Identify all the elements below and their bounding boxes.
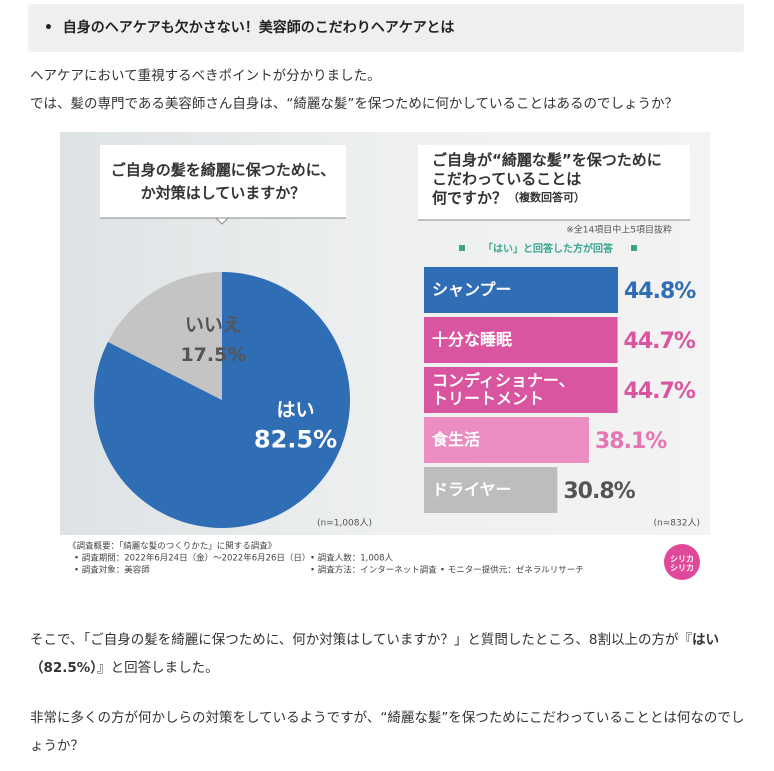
bar-value-label: 44.8% [624, 279, 696, 304]
box-pointer [215, 217, 229, 225]
question-title: ご自身が“綺麗な髪”を保つためにこだわっていることは何ですか？ [432, 151, 662, 207]
bar-category: コンディショナー、トリートメント [432, 371, 575, 408]
pie-label: はい [277, 399, 315, 421]
survey-item: • 調査期間：2022年6月24日（金）～2022年6月26日（日） [74, 553, 310, 564]
bar-value-label: 44.7% [624, 329, 696, 354]
bar [424, 367, 618, 413]
intro-line: では、髪の専門である美容師さん自身は、“綺麗な髪”を保つために何かしていることは… [30, 96, 678, 112]
intro-line: ヘアケアにおいて重視するべきポイントが分かりました。 [30, 68, 381, 84]
heading-text: 自身のヘアケアも欠かさない！美容師のこだわりヘアケアとは [62, 20, 455, 36]
pie-slice [107, 272, 222, 400]
bar [424, 317, 618, 363]
bold-text: はい（82.5%） [30, 632, 719, 676]
pie-value-label: 17.5% [180, 344, 246, 366]
sample-size: (n=1,008人) [317, 518, 372, 529]
intro: ヘアケアにおいて重視するべきポイントが分かりました。 では、髪の専門である美容師… [30, 62, 750, 118]
survey-item: • モニター提供元：ゼネラルリサーチ [440, 565, 584, 576]
annotation: ※全14項目中上5項目抜粋 [566, 224, 672, 236]
logo [664, 544, 700, 580]
legend-text: 「はい」と回答した方が回答 [483, 242, 614, 255]
pie-value-label: 82.5% [254, 425, 337, 453]
legend-swatch [631, 245, 637, 251]
pie-label: いいえ [185, 314, 242, 336]
bar-value-label: 38.1% [595, 429, 667, 454]
bar-value-label: 30.8% [563, 479, 635, 504]
infographic: ご自身の髪を綺麗に保つために、か対策はしていますか？ はい 82.5% いいえ 17.5… [60, 132, 710, 580]
paragraph: 非常に多くの方が何かしらの対策をしているようですが、“綺麗な髪”を保つためにこだ… [30, 710, 745, 754]
bar [424, 467, 558, 513]
legend-swatch [459, 245, 465, 251]
survey-item: • 調査人数：1,008人 [310, 553, 394, 564]
survey-item: • 調査方法：インターネット調査 [310, 565, 437, 576]
bar [424, 417, 589, 463]
body: そこで、「ご自身の髪を綺麗に保つために、何か対策はしていますか？」と質問したとこ… [30, 626, 746, 760]
bar-category: 食生活 [431, 430, 480, 449]
bar [424, 267, 618, 313]
bar-category: ドライヤー [432, 480, 512, 499]
paragraph: そこで、「ご自身の髪を綺麗に保つために、何か対策はしていますか？」と質問したとこ… [30, 626, 746, 682]
bar-category: 十分な睡眠 [432, 330, 512, 349]
question-box [418, 145, 690, 220]
question-subtitle: （複数回答可） [508, 190, 585, 204]
question-title: ご自身の髪を綺麗に保つために、か対策はしていますか？ [111, 161, 336, 202]
survey-title: 《調査概要：「綺麗な髪のつくりかた」に関する調査》 [68, 541, 276, 552]
bar-category: シャンプー [432, 280, 512, 299]
bar-value-label: 44.7% [624, 379, 696, 404]
question-box [100, 145, 346, 218]
logo-text: シリカシリカ [670, 554, 694, 572]
survey-item: • 調査対象：美容師 [74, 565, 150, 576]
sample-size: (n=832人) [654, 518, 700, 529]
text: 』と回答しました。 [97, 660, 219, 676]
section-heading: • 自身のヘアケアも欠かさない！美容師のこだわりヘアケアとは [28, 4, 744, 52]
pie-slice [93, 272, 350, 528]
text: そこで、「ご自身の髪を綺麗に保つために、何か対策はしていますか？」と質問したとこ… [30, 632, 692, 648]
